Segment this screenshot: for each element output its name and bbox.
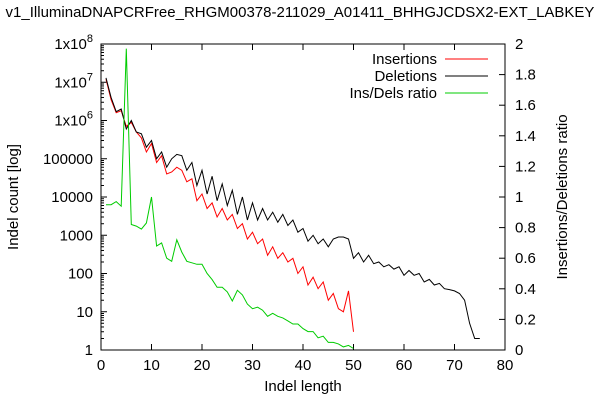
y-tick-label: 100 (68, 266, 93, 283)
x-tick-label: 60 (396, 357, 413, 374)
legend-label: Ins/Dels ratio (349, 85, 437, 102)
x-tick-label: 30 (244, 357, 261, 374)
y2-tick-label: 0.2 (515, 311, 536, 328)
y-tick-label: 1x108 (54, 33, 93, 53)
series-line-deletions (105, 77, 480, 339)
y2-tick-label: 1.4 (515, 128, 536, 145)
x-tick-label: 50 (345, 357, 362, 374)
y-tick-label: 10000 (51, 189, 93, 206)
x-tick-label: 10 (143, 357, 160, 374)
y2-tick-label: 2 (515, 36, 523, 53)
series-layer (105, 48, 480, 349)
x-tick-label: 40 (295, 357, 312, 374)
right-axis: 0 0.2 0.4 0.6 0.8 1 1.2 1.4 1.6 1.8 2 (499, 36, 536, 359)
x-tick-label: 80 (497, 357, 514, 374)
chart-title: v1_IlluminaDNAPCRFree_RHGM00378-211029_A… (6, 4, 595, 21)
y2-tick-label: 1 (515, 189, 523, 206)
y2-tick-label: 0.6 (515, 250, 536, 267)
y2-tick-label: 0.8 (515, 220, 536, 237)
legend-label: Insertions (372, 51, 437, 68)
x-tick-label: 70 (446, 357, 463, 374)
y-axis-label: Indel count [log] (5, 144, 22, 250)
y-tick-label: 1 (85, 342, 93, 359)
y2-tick-label: 0 (515, 342, 523, 359)
y-tick-label: 10 (76, 304, 93, 321)
legend-label: Deletions (374, 68, 437, 85)
x-axis-label: Indel length (264, 378, 342, 395)
y2-tick-label: 1.2 (515, 158, 536, 175)
y2-tick-label: 1.6 (515, 97, 536, 114)
y-tick-label: 100000 (43, 151, 93, 168)
y2-tick-label: 1.8 (515, 67, 536, 84)
y2-axis-label: Insertions/Deletions ratio (554, 114, 571, 279)
x-tick-label: 20 (194, 357, 211, 374)
x-tick-label: 0 (97, 357, 105, 374)
series-line-ins-dels-ratio (106, 48, 354, 349)
y-tick-label: 1x107 (54, 71, 93, 91)
y-tick-label: 1x106 (54, 110, 93, 130)
left-axis: 1 10 100 1000 10000 100000 1x106 1x107 1x108 (43, 33, 107, 359)
y-tick-label: 1000 (60, 227, 93, 244)
series-line-insertions (105, 79, 354, 332)
bottom-axis: 0 10 20 30 40 50 60 70 80 (97, 44, 514, 374)
y2-tick-label: 0.4 (515, 281, 536, 298)
